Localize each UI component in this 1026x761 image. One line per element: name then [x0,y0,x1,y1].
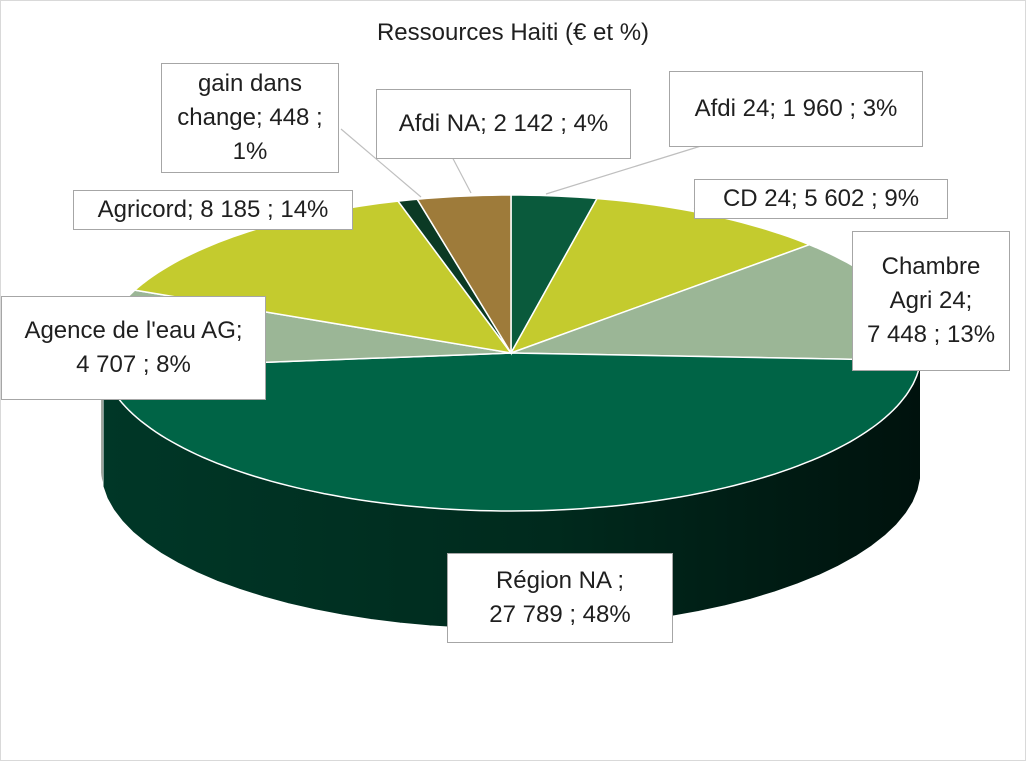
data-label-text-5: Agricord; 8 185 ; 14% [97,196,329,223]
leader-line-1 [340,128,422,198]
data-label-text-2: Chambre Agri 24; 7 448 ; 13% [866,253,996,348]
data-label-5: Agricord; 8 185 ; 14% [73,190,353,230]
data-label-text-0: Afdi 24; 1 960 ; 3% [694,95,898,122]
data-label-0: Afdi 24; 1 960 ; 3% [669,71,923,147]
pie-top [100,194,922,512]
data-label-4: Agence de l'eau AG; 4 707 ; 8% [1,296,266,400]
data-label-text-4: Agence de l'eau AG; 4 707 ; 8% [24,317,243,378]
data-label-text-1: CD 24; 5 602 ; 9% [722,185,920,212]
pie-slice-3 [102,352,922,512]
data-label-text-3: Région NA ; 27 789 ; 48% [489,567,631,628]
data-label-text-6: gain dans change; 448 ; 1% [177,70,323,165]
chart-title: Ressources Haiti (€ et %) [376,19,650,46]
data-label-7: Afdi NA; 2 142 ; 4% [376,89,631,159]
data-label-1: CD 24; 5 602 ; 9% [694,179,948,219]
pie-slice-7 [415,194,512,356]
data-label-3: Région NA ; 27 789 ; 48% [447,553,673,643]
data-label-text-7: Afdi NA; 2 142 ; 4% [398,110,609,137]
leader-line-0 [545,145,702,195]
data-label-2: Chambre Agri 24; 7 448 ; 13% [852,231,1010,371]
data-label-6: gain dans change; 448 ; 1% [161,63,339,173]
